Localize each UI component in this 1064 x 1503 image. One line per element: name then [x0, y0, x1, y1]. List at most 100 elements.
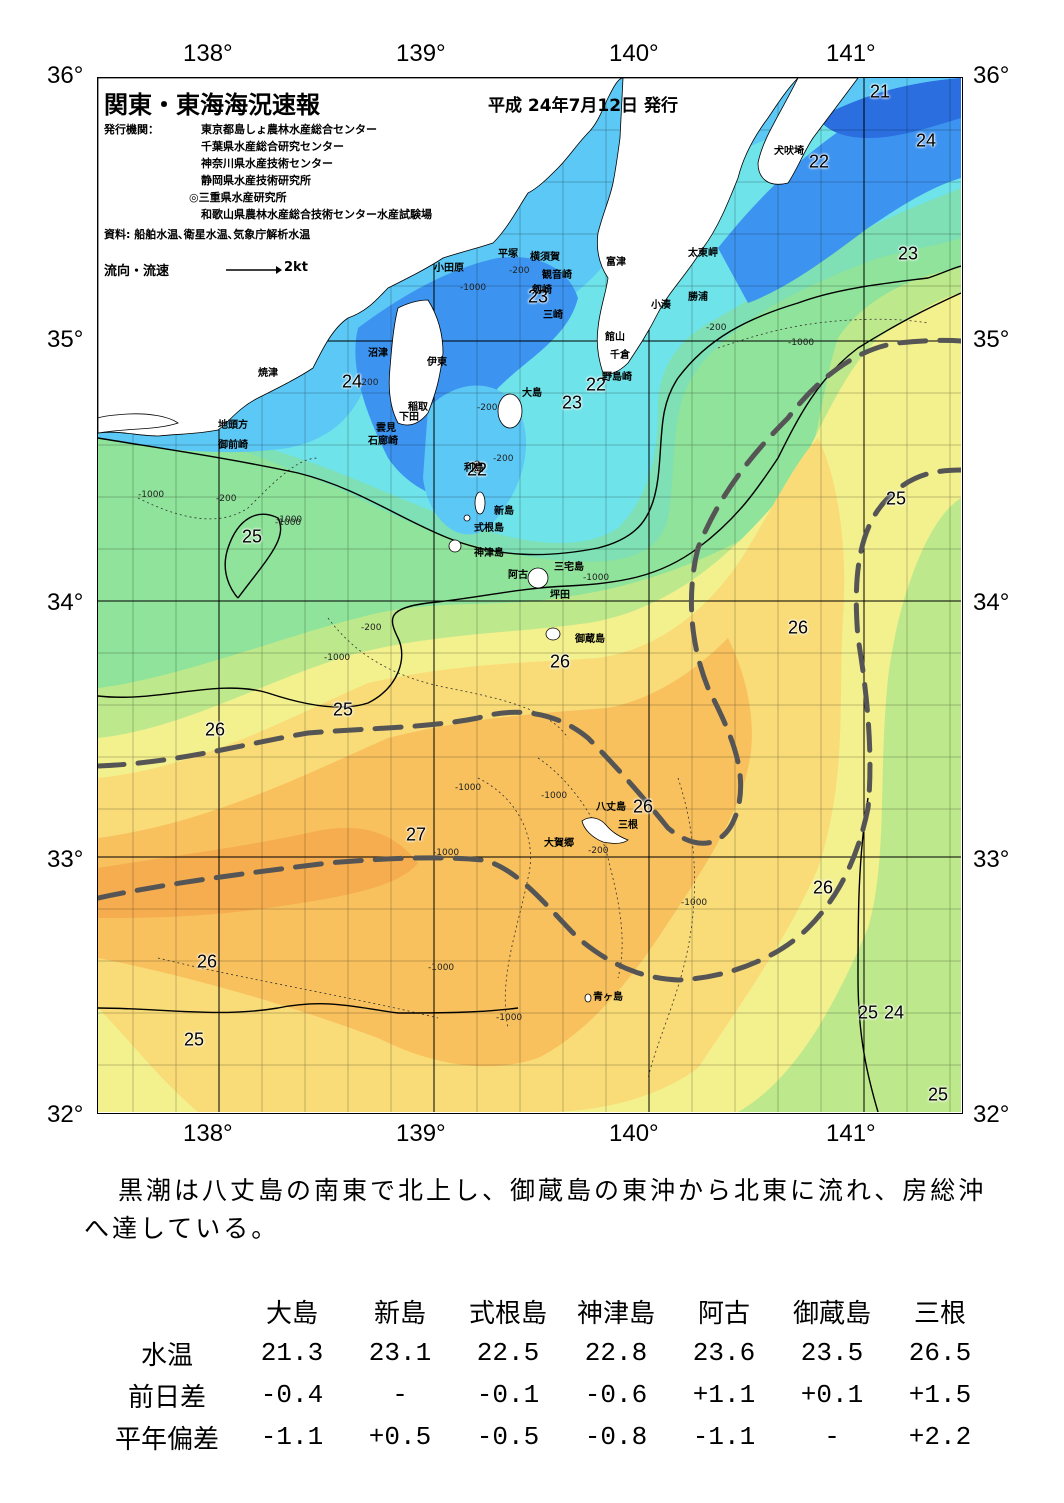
depth-label: -1000 [433, 848, 460, 858]
lat-label-36-left: 36° [47, 62, 84, 89]
publisher-org-2: 千葉県水産総合研究センター [201, 140, 344, 153]
temp-label: 25 [885, 488, 907, 509]
table-cell: - [824, 1422, 840, 1452]
place-oshima: 大島 [522, 388, 542, 399]
lat-label-34-right: 34° [973, 589, 1010, 616]
lon-label-139-top: 139° [396, 40, 446, 67]
publisher-org-5: ◎三重県水産研究所 [189, 191, 287, 204]
island-toshima [472, 460, 482, 474]
temp-label: 21 [869, 81, 891, 102]
depth-label: -200 [216, 494, 237, 504]
place-mitsune: 三根 [618, 820, 638, 831]
table-cell: -1.1 [692, 1422, 756, 1452]
publisher-org-6: 和歌山県農林水産総合技術センター水産試験場 [201, 208, 432, 221]
place-ito: 伊東 [427, 357, 447, 368]
place-hiratsuka: 平塚 [498, 249, 518, 260]
depth-label: -1000 [324, 653, 351, 663]
lat-label-32-left: 32° [47, 1101, 84, 1128]
sea-temperature-map: 関東・東海海況速報 平成 24年7月12日 発行 発行機関： 東京都島しょ農林水… [97, 77, 963, 1114]
table-cell: 26.5 [908, 1338, 972, 1368]
island-oshima [497, 393, 523, 429]
lat-label-33-left: 33° [47, 846, 84, 873]
island-shikinejima [463, 514, 471, 522]
table-cell: +2.2 [908, 1422, 972, 1452]
place-numazu: 沼津 [368, 348, 388, 359]
temp-label: 26 [204, 719, 226, 740]
land [98, 78, 859, 1003]
place-inubozaki: 犬吠埼 [774, 146, 804, 157]
lon-label-141-bottom: 141° [826, 1120, 876, 1147]
lon-label-139-bottom: 139° [396, 1120, 446, 1147]
table-cell: 23.5 [800, 1338, 864, 1368]
place-kominato: 小湊 [651, 300, 671, 311]
place-odawara: 小田原 [434, 263, 464, 274]
place-nojimazaki: 野島崎 [602, 372, 632, 383]
island-miyakejima [527, 567, 549, 589]
depth-label: -200 [706, 323, 727, 333]
place-jitogata: 地頭方 [218, 420, 248, 431]
depth-label: -200 [493, 454, 514, 464]
row-label: 水温 [140, 1340, 193, 1371]
flow-arrow-icon [226, 266, 282, 274]
island-mikurajima [545, 627, 561, 641]
station-header: 大島 [265, 1298, 318, 1329]
place-aogashima: 青ヶ島 [593, 992, 623, 1003]
zone-cold-deep [818, 78, 961, 138]
place-omaezaki: 御前崎 [218, 440, 248, 451]
lat-label-36-right: 36° [973, 62, 1010, 89]
summary-text: 黒潮は八丈島の南東で北上し、御蔵島の東沖から北東に流れ、房総沖へ達している。 [84, 1172, 1004, 1248]
table-row: 水温 21.3 23.1 22.5 22.8 23.6 23.5 26.5 [96, 1332, 994, 1374]
depth-label: -200 [509, 266, 530, 276]
table-cell: -0.1 [476, 1380, 540, 1410]
depth-label: -1000 [455, 783, 482, 793]
lon-label-138-bottom: 138° [183, 1120, 233, 1147]
temp-label: 24 [915, 130, 937, 151]
temp-label: 25 [927, 1084, 949, 1105]
place-irozaki: 石廊崎 [368, 436, 398, 447]
table-cell: +0.1 [800, 1380, 864, 1410]
table-cell: 22.5 [476, 1338, 540, 1368]
place-ako: 阿古 [508, 570, 528, 581]
lat-label-35-right: 35° [973, 326, 1010, 353]
table-cell: -0.5 [476, 1422, 540, 1452]
temp-label: 24 [341, 371, 363, 392]
place-yaizu: 焼津 [258, 368, 278, 379]
place-kannonzaki: 観音崎 [542, 270, 572, 281]
map-title: 関東・東海海況速報 [104, 91, 320, 119]
depth-label: -1000 [275, 518, 302, 528]
lat-label-32-right: 32° [973, 1101, 1010, 1128]
temp-label: 27 [405, 824, 427, 845]
land-honshu-west [98, 78, 624, 437]
depth-label: -1000 [276, 515, 303, 525]
table-cell: 23.1 [368, 1338, 432, 1368]
land-omaezaki [98, 413, 179, 434]
publisher-label: 発行機関： [104, 123, 159, 136]
lon-label-140-bottom: 140° [609, 1120, 659, 1147]
depth-label: -1000 [496, 1013, 523, 1023]
table-cell: 21.3 [260, 1338, 324, 1368]
table-cell: -0.4 [260, 1380, 324, 1410]
land-boso [596, 78, 799, 375]
island-aogashima [584, 993, 592, 1003]
station-header: 式根島 [468, 1298, 547, 1329]
row-label: 平年偏差 [114, 1424, 219, 1455]
publisher-org-3: 神奈川県水産技術センター [201, 157, 333, 170]
depth-label: -200 [477, 403, 498, 413]
depth-label: -1000 [138, 490, 165, 500]
table-cell: 22.8 [584, 1338, 648, 1368]
lat-label-33-right: 33° [973, 846, 1010, 873]
place-misaki: 三崎 [543, 310, 563, 321]
temp-label: 25 [332, 699, 354, 720]
temp-label: 26 [632, 796, 654, 817]
lat-label-35-left: 35° [47, 326, 84, 353]
temp-label: 23 [561, 392, 583, 413]
flow-legend-unit: 2kt [284, 260, 308, 275]
place-yokosuka: 横須賀 [530, 252, 560, 263]
temp-label: 23 [897, 243, 919, 264]
depth-contours [137, 318, 929, 1079]
table-cell: +1.1 [692, 1380, 756, 1410]
place-katsuura: 勝浦 [688, 292, 708, 303]
table-cell: -0.6 [584, 1380, 648, 1410]
temp-label: 26 [787, 617, 809, 638]
table-corner [96, 1290, 238, 1332]
